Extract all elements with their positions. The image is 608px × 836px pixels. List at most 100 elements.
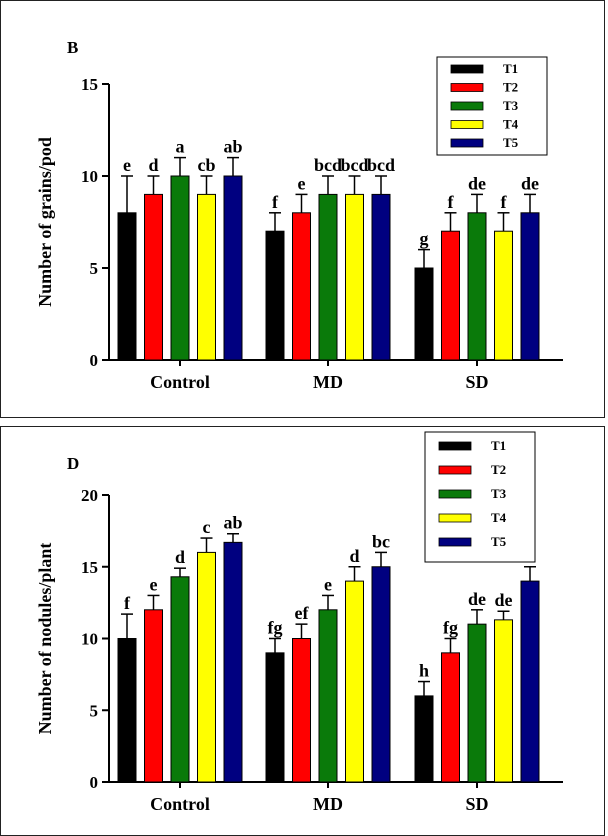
bar-t2 (144, 193, 163, 361)
significance-letter: fg (443, 618, 458, 638)
legend-label: T2 (491, 462, 506, 477)
bar-t3 (170, 175, 190, 361)
significance-letter: f (272, 192, 279, 212)
legend-label: T4 (503, 117, 519, 132)
significance-letter: de (468, 173, 486, 193)
x-tick-label: SD (465, 372, 488, 392)
bar-t4 (345, 193, 364, 361)
significance-letter: h (419, 661, 429, 681)
legend: T1 T2 T3 T4 T5 (436, 56, 548, 156)
significance-letter: d (175, 547, 185, 567)
bar-t1 (265, 230, 285, 361)
significance-letter: ab (223, 513, 242, 533)
legend-swatch-t2 (438, 465, 472, 475)
significance-letter: ab (223, 137, 242, 157)
bar-t4 (345, 580, 364, 783)
significance-letter: bc (372, 531, 390, 551)
significance-letter: d (349, 546, 359, 566)
significance-letter: e (324, 574, 332, 594)
significance-letter: cb (198, 155, 216, 175)
legend-label: T1 (491, 438, 506, 453)
y-tick-label: 0 (90, 773, 99, 792)
legend-swatch-t2 (450, 83, 484, 92)
bar-t1 (414, 267, 434, 361)
significance-letter: e (298, 173, 306, 193)
legend-swatch-t4 (450, 120, 484, 129)
legend-label: T4 (491, 510, 507, 525)
x-tick-label: Control (150, 794, 210, 814)
bar-t1 (117, 212, 137, 361)
bar-t2 (441, 230, 460, 361)
bar-t2 (292, 638, 311, 783)
x-tick-label: MD (313, 372, 343, 392)
significance-letter: c (203, 517, 211, 537)
bar-t4 (197, 551, 216, 783)
legend-swatch-t5 (450, 138, 484, 148)
significance-letter: ef (295, 603, 310, 623)
x-tick-label: Control (150, 372, 210, 392)
bar-t2 (144, 609, 163, 783)
y-tick-label: 10 (81, 630, 98, 649)
nodules-per-plant-chart: D 0 5 10 15 20 Number of nodules/plant Control… (35, 431, 563, 814)
y-tick-label: 15 (81, 558, 98, 577)
bar-t5 (223, 175, 243, 361)
grains-per-pod-chart: B 0 5 10 15 Number of grains/pod Control e dacb… (35, 38, 563, 392)
legend-swatch-t1 (450, 64, 484, 74)
legend-label: T3 (491, 486, 507, 501)
significance-letter: bcd (367, 155, 395, 175)
panel-label: D (67, 454, 79, 473)
bar-t4 (494, 619, 513, 783)
significance-letter: fg (268, 618, 283, 638)
legend-swatch-t3 (450, 101, 484, 111)
significance-letter: g (420, 229, 429, 249)
bar-t1 (117, 638, 137, 783)
bar-t3 (170, 576, 190, 783)
chart-panel-d: D 0 5 10 15 20 Number of nodules/plant Control… (0, 426, 605, 836)
significance-letter: bcd (314, 155, 342, 175)
bar-t3 (318, 609, 338, 783)
bar-t5 (371, 193, 391, 361)
chart-panel-b: B 0 5 10 15 Number of grains/pod Control e d a cb… (0, 0, 605, 418)
legend-label: T2 (503, 80, 518, 95)
bar-t2 (441, 652, 460, 783)
bar-t1 (414, 695, 434, 783)
y-tick-label: 5 (90, 259, 99, 278)
bar-t5 (371, 566, 391, 783)
bar-t5 (520, 212, 540, 361)
y-tick-label: 5 (90, 701, 99, 720)
legend-label: T5 (491, 534, 507, 549)
legend-swatch-t1 (438, 441, 472, 451)
legend-swatch-t4 (438, 513, 472, 523)
legend-label: T3 (503, 98, 519, 113)
legend-swatch-t3 (438, 489, 472, 499)
significance-letter: de (495, 590, 513, 610)
significance-letter: de (521, 173, 539, 193)
bar-t5 (223, 541, 243, 783)
legend-swatch-t5 (438, 537, 472, 547)
legend-label: T5 (503, 135, 519, 150)
y-tick-label: 0 (90, 351, 99, 370)
y-axis-label: Number of grains/pod (35, 137, 55, 307)
bar-t3 (467, 212, 487, 361)
x-tick-label: SD (465, 794, 488, 814)
bar-t2 (292, 212, 311, 361)
y-axis-label: Number of nodules/plant (35, 543, 55, 735)
y-tick-label: 15 (81, 75, 98, 94)
panel-label: B (67, 38, 78, 57)
significance-letter: d (148, 155, 158, 175)
bar-t5 (520, 580, 540, 783)
bar-t4 (494, 230, 513, 361)
y-tick-label: 20 (81, 486, 98, 505)
bar-t3 (318, 193, 338, 361)
significance-letter: f (448, 192, 455, 212)
bar-t3 (467, 623, 487, 783)
significance-letter: f (501, 192, 508, 212)
bar-t4 (197, 193, 216, 361)
significance-letter: e (150, 574, 158, 594)
y-tick-label: 10 (81, 167, 98, 186)
x-tick-label: MD (313, 794, 343, 814)
significance-letter: a (176, 137, 185, 157)
bar-t1 (265, 652, 285, 783)
legend-label: T1 (503, 61, 518, 76)
significance-letter: f (124, 593, 131, 613)
